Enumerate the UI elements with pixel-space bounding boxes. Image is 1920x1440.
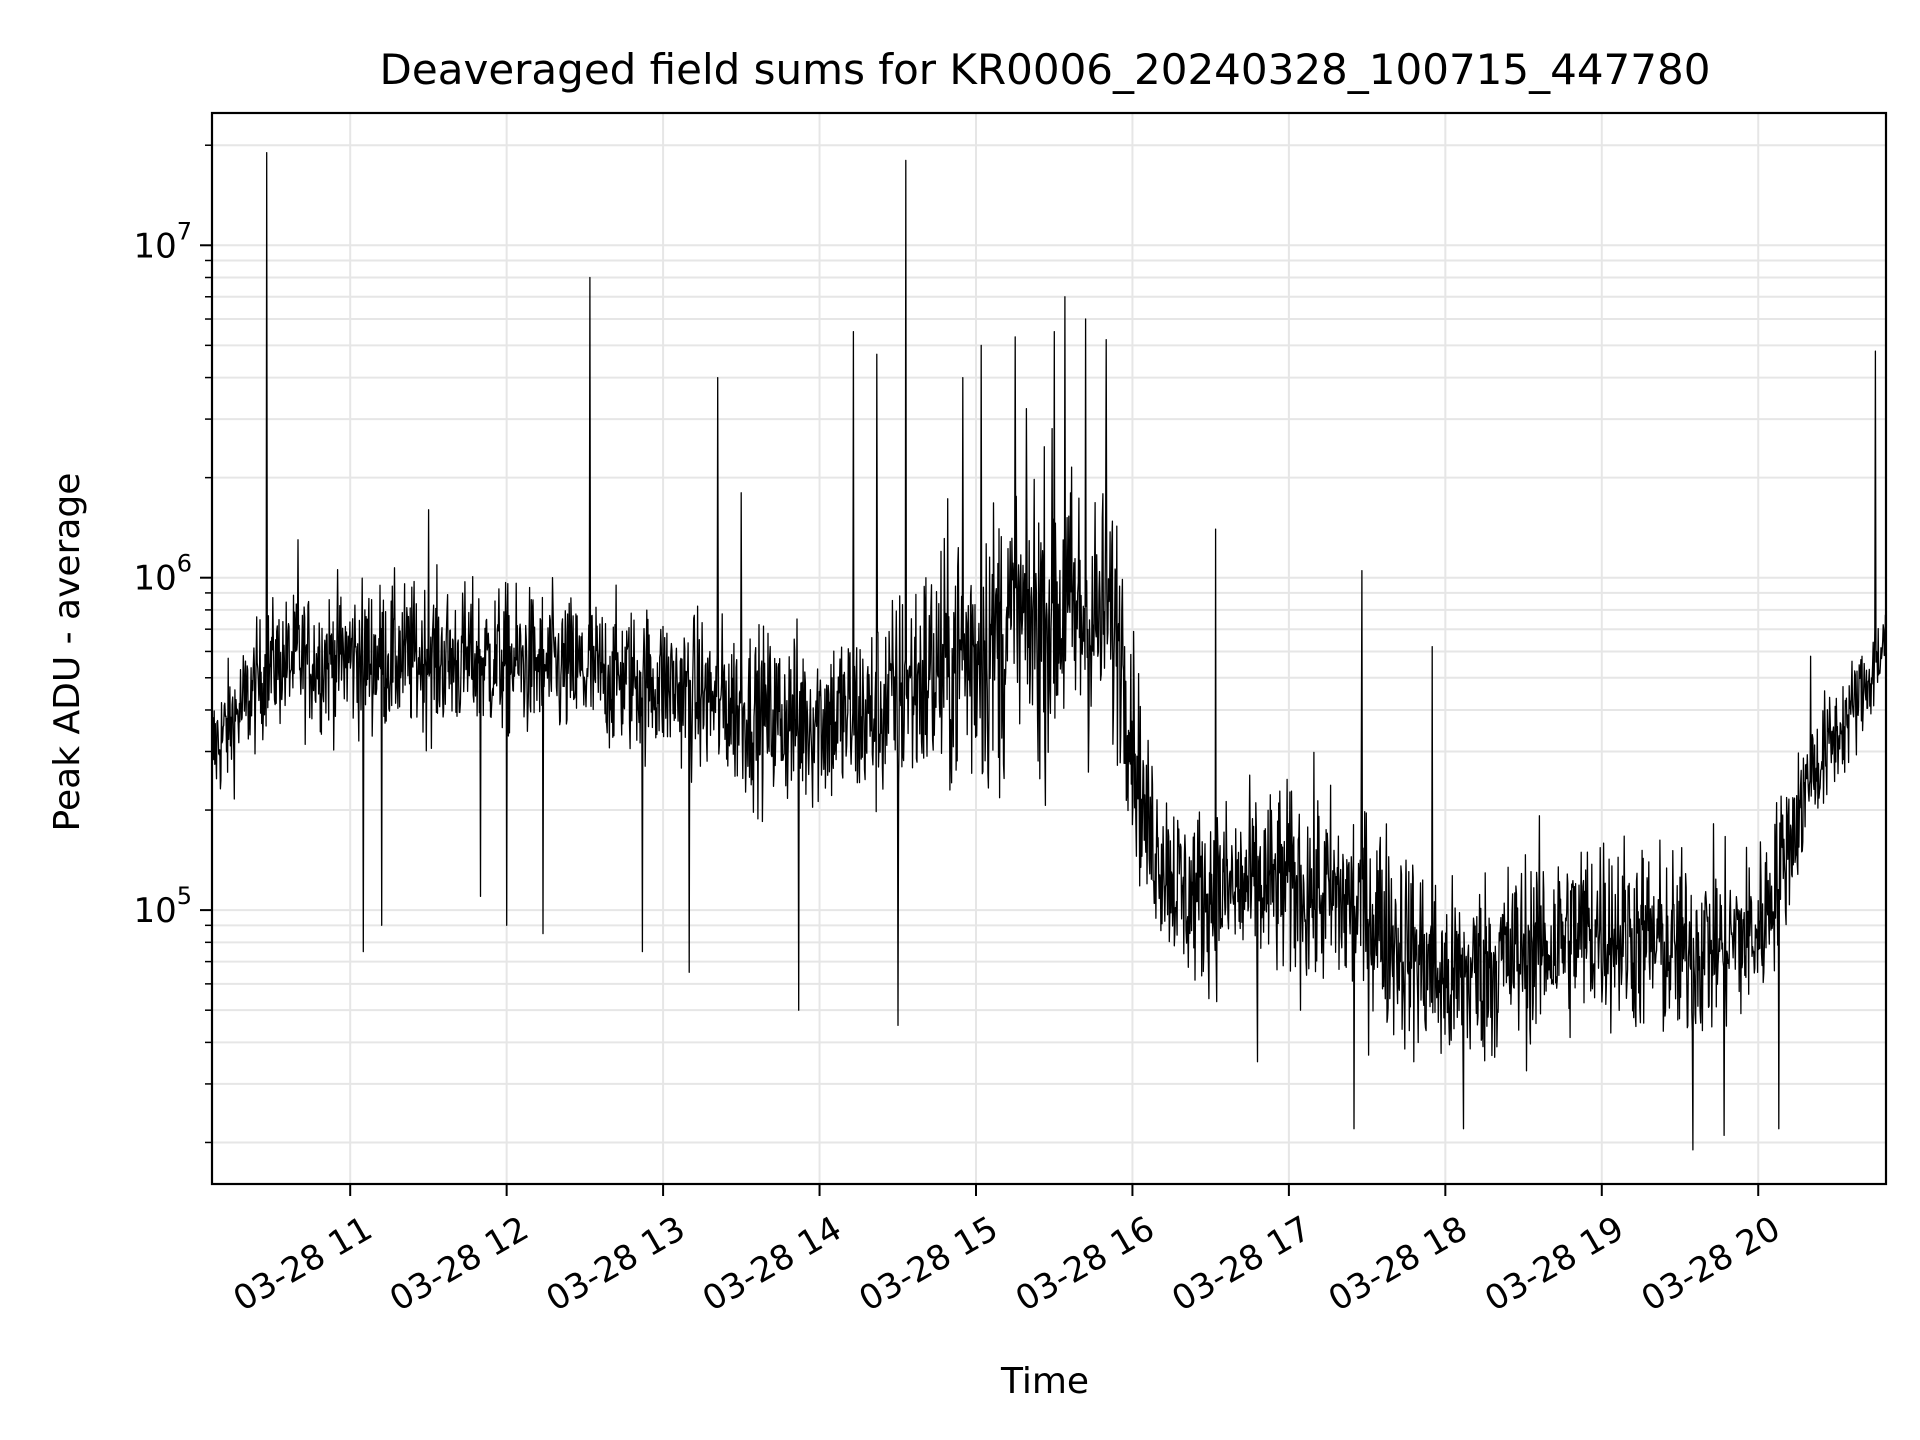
y-tick-label: 105 (133, 882, 192, 931)
y-tick-label: 106 (133, 550, 192, 599)
series-line (211, 151, 1887, 1151)
plot-frame (210, 111, 1888, 1186)
x-axis-label: Time (1000, 1361, 1089, 1402)
chart-title: Deaveraged field sums for KR0006_2024032… (380, 45, 1711, 94)
y-axis-label: Peak ADU - average (47, 473, 88, 832)
y-tick-label: 107 (133, 217, 192, 266)
y-axis: 105 106 107 (133, 144, 212, 1144)
series-layer (211, 151, 1887, 1151)
